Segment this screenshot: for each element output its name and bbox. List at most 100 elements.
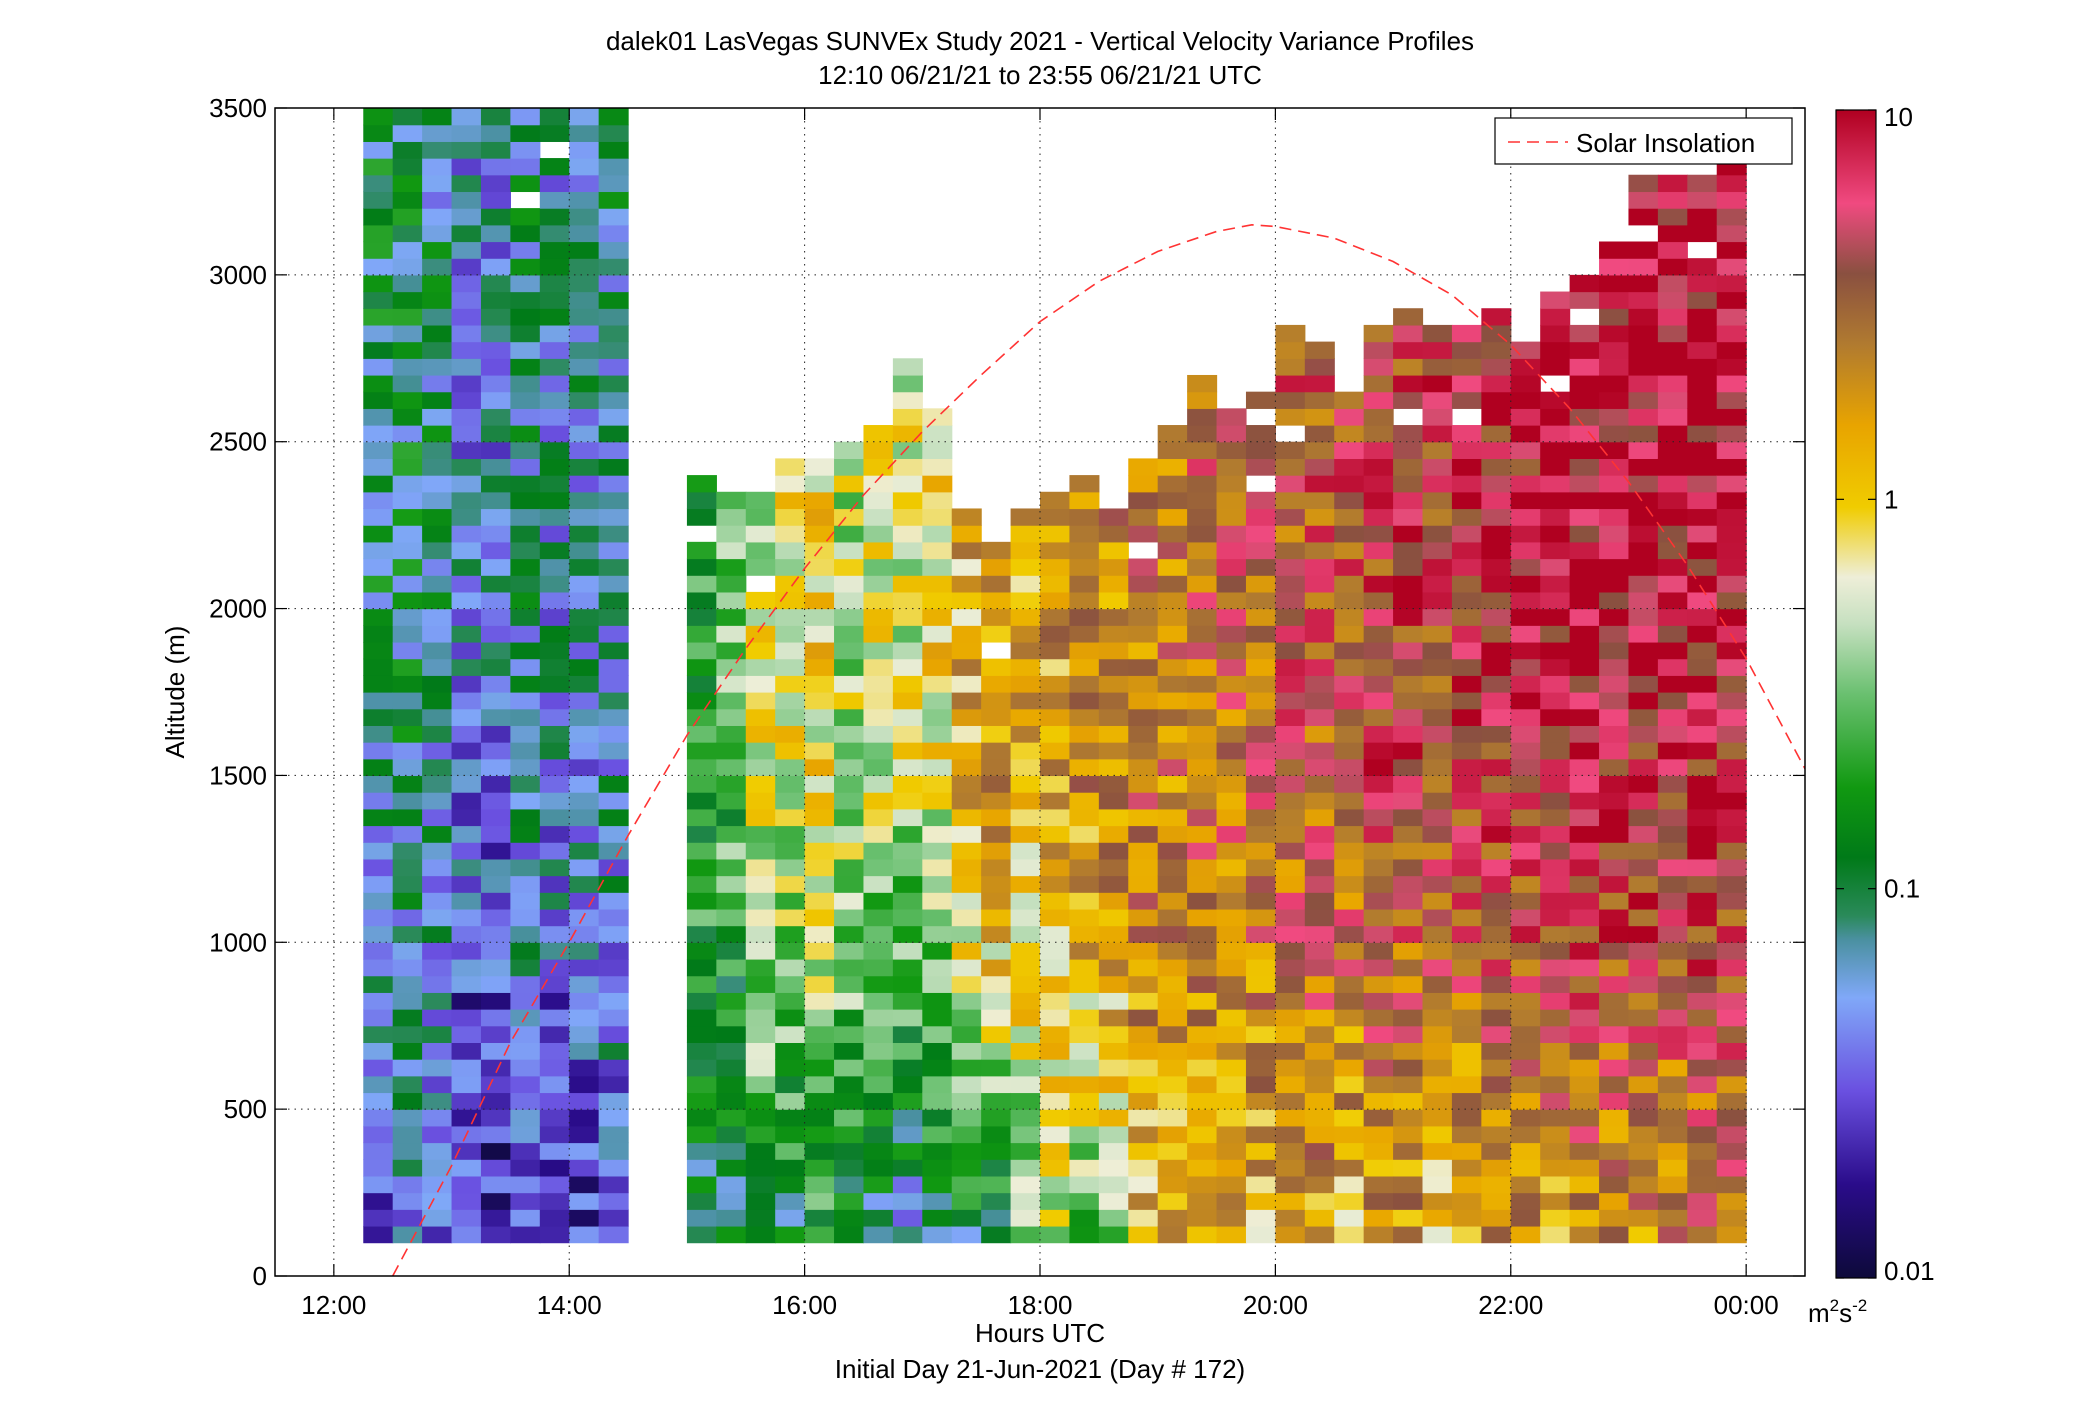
- heatmap-cell: [804, 491, 835, 510]
- heatmap-cell: [1481, 358, 1512, 376]
- heatmap-cell: [1687, 341, 1718, 359]
- heatmap-cell: [1687, 758, 1718, 777]
- heatmap-cell: [480, 625, 511, 643]
- heatmap-cell: [392, 258, 423, 276]
- heatmap-cell: [1040, 1225, 1071, 1244]
- heatmap-cell: [1334, 608, 1365, 626]
- heatmap-cell: [1128, 975, 1159, 993]
- heatmap-cell: [716, 641, 747, 660]
- heatmap-cell: [1628, 1175, 1659, 1194]
- heatmap-cell: [1393, 491, 1424, 510]
- heatmap-cell: [1422, 1225, 1453, 1244]
- heatmap-cell: [1010, 608, 1041, 626]
- heatmap-cell: [1422, 1025, 1453, 1043]
- heatmap-cell: [1569, 908, 1600, 927]
- heatmap-cell: [539, 1142, 570, 1160]
- heatmap-cell: [922, 525, 953, 543]
- heatmap-cell: [1363, 1009, 1394, 1027]
- heatmap-cell: [598, 1025, 629, 1043]
- heatmap-cell: [1010, 858, 1041, 877]
- heatmap-cell: [1363, 975, 1394, 993]
- heatmap-cell: [1422, 1159, 1453, 1177]
- heatmap-cell: [1451, 625, 1482, 643]
- heatmap-cell: [1334, 508, 1365, 526]
- heatmap-cell: [1422, 1092, 1453, 1110]
- heatmap-cell: [1334, 441, 1365, 459]
- heatmap-cell: [892, 825, 923, 843]
- heatmap-cell: [1040, 1025, 1071, 1043]
- heatmap-cell: [1363, 758, 1394, 777]
- heatmap-cell: [1098, 1075, 1129, 1094]
- heatmap-cell: [451, 658, 482, 676]
- heatmap-cell: [539, 675, 570, 693]
- heatmap-cell: [1687, 842, 1718, 860]
- heatmap-cell: [1157, 875, 1188, 893]
- heatmap-cell: [1657, 258, 1688, 276]
- heatmap-cell: [1363, 942, 1394, 960]
- heatmap-cell: [1393, 1042, 1424, 1060]
- heatmap-cell: [1304, 1225, 1335, 1244]
- heatmap-cell: [892, 541, 923, 560]
- heatmap-cell: [1128, 908, 1159, 927]
- heatmap-cell: [1716, 1059, 1747, 1077]
- heatmap-cell: [1157, 908, 1188, 927]
- heatmap-cell: [922, 508, 953, 526]
- heatmap-cell: [569, 108, 600, 126]
- heatmap-cell: [1040, 758, 1071, 777]
- heatmap-cell: [1599, 475, 1630, 493]
- heatmap-cell: [1334, 1092, 1365, 1110]
- heatmap-cell: [363, 224, 394, 243]
- heatmap-cell: [510, 308, 541, 326]
- heatmap-cell: [1245, 1059, 1276, 1077]
- heatmap-cell: [1510, 825, 1541, 843]
- heatmap-cell: [569, 124, 600, 142]
- heatmap-cell: [1334, 842, 1365, 860]
- heatmap-cell: [686, 625, 717, 643]
- heatmap-cell: [981, 1092, 1012, 1110]
- heatmap-cell: [716, 575, 747, 593]
- y-tick-label: 1500: [209, 760, 267, 790]
- heatmap-cell: [569, 374, 600, 393]
- heatmap-cell: [569, 541, 600, 560]
- heatmap-cell: [863, 875, 894, 893]
- heatmap-cell: [892, 925, 923, 943]
- heatmap-cell: [804, 1075, 835, 1094]
- heatmap-cell: [569, 875, 600, 893]
- heatmap-cell: [1481, 1125, 1512, 1144]
- heatmap-cell: [1657, 692, 1688, 710]
- heatmap-cell: [1628, 1092, 1659, 1110]
- heatmap-cell: [892, 641, 923, 660]
- heatmap-cell: [1657, 1159, 1688, 1177]
- heatmap-cell: [1481, 491, 1512, 510]
- heatmap-cell: [1245, 391, 1276, 409]
- heatmap-cell: [1687, 992, 1718, 1010]
- heatmap-cell: [539, 591, 570, 610]
- heatmap-cell: [951, 1125, 982, 1144]
- heatmap-cell: [539, 1225, 570, 1244]
- heatmap-cell: [1716, 441, 1747, 459]
- heatmap-cell: [1481, 942, 1512, 960]
- heatmap-cell: [1687, 925, 1718, 943]
- heatmap-cell: [1245, 1092, 1276, 1110]
- heatmap-cell: [1098, 1059, 1129, 1077]
- heatmap-cell: [1393, 1092, 1424, 1110]
- heatmap-cell: [1098, 692, 1129, 710]
- heatmap-cell: [363, 191, 394, 209]
- heatmap-cell: [1157, 858, 1188, 877]
- heatmap-cell: [1569, 858, 1600, 877]
- heatmap-cell: [863, 925, 894, 943]
- heatmap-cell: [1187, 374, 1218, 393]
- heatmap-cell: [1510, 708, 1541, 726]
- heatmap-cell: [775, 1009, 806, 1027]
- heatmap-cell: [1363, 391, 1394, 409]
- heatmap-cell: [745, 908, 776, 927]
- heatmap-cell: [392, 658, 423, 676]
- heatmap-cell: [1422, 775, 1453, 793]
- heatmap-cell: [1040, 608, 1071, 626]
- heatmap-cell: [922, 858, 953, 877]
- heatmap-cell: [1245, 1142, 1276, 1160]
- heatmap-cell: [451, 575, 482, 593]
- heatmap-cell: [745, 608, 776, 626]
- heatmap-cell: [451, 958, 482, 977]
